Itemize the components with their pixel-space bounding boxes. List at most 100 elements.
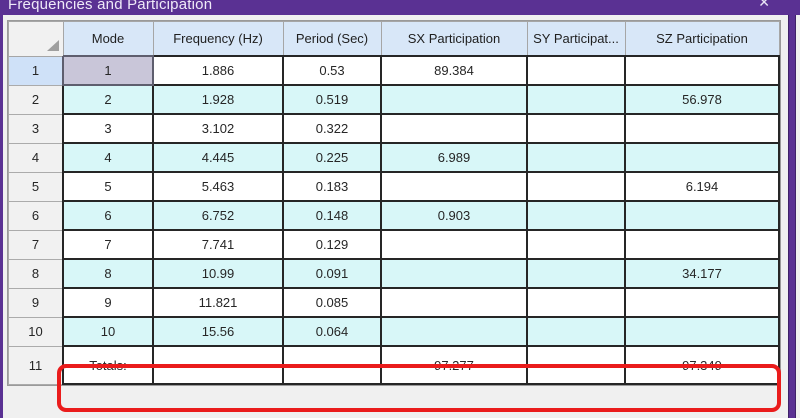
table-row: 3 3 3.102 0.322	[8, 113, 780, 144]
cell-sz-participation[interactable]	[624, 113, 780, 144]
cell-sz-participation[interactable]	[624, 55, 780, 86]
cell-mode[interactable]: 10	[62, 316, 154, 347]
cell-sz-participation[interactable]	[624, 142, 780, 173]
col-header-sy-participation[interactable]: SY Participat...	[526, 21, 626, 57]
col-header-mode[interactable]: Mode	[62, 21, 154, 57]
col-header-sx-participation[interactable]: SX Participation	[380, 21, 528, 57]
cell-period[interactable]: 0.129	[282, 229, 382, 260]
cell-mode[interactable]: 7	[62, 229, 154, 260]
cell-mode[interactable]: 9	[62, 287, 154, 318]
cell-sy-participation[interactable]	[526, 84, 626, 115]
close-icon[interactable]: ✕	[758, 0, 770, 10]
cell-sy-participation[interactable]	[526, 287, 626, 318]
cell-period[interactable]: 0.53	[282, 55, 382, 86]
cell-period[interactable]: 0.225	[282, 142, 382, 173]
cell-period[interactable]: 0.064	[282, 316, 382, 347]
cell-sx-participation[interactable]	[380, 171, 528, 202]
cell-sz-participation[interactable]	[624, 287, 780, 318]
row-header[interactable]: 8	[8, 258, 64, 289]
frequencies-grid: Mode Frequency (Hz) Period (Sec) SX Part…	[7, 20, 781, 386]
cell-sx-participation[interactable]: 6.989	[380, 142, 528, 173]
cell-sy-participation[interactable]	[526, 55, 626, 86]
cell-sx-participation[interactable]: 89.384	[380, 55, 528, 86]
cell-sz-participation[interactable]: 97.349	[624, 345, 780, 385]
table-row: 2 2 1.928 0.519 56.978	[8, 84, 780, 115]
cell-sy-participation[interactable]	[526, 258, 626, 289]
row-header[interactable]: 4	[8, 142, 64, 173]
cell-mode[interactable]: 1	[62, 55, 154, 86]
table-row: 6 6 6.752 0.148 0.903	[8, 200, 780, 231]
table-row: 11 Totals: 97.277 97.349	[8, 345, 780, 385]
cell-sy-participation[interactable]	[526, 316, 626, 347]
cell-sy-participation[interactable]	[526, 229, 626, 260]
cell-frequency[interactable]: 4.445	[152, 142, 284, 173]
cell-sy-participation[interactable]	[526, 200, 626, 231]
cell-sy-participation[interactable]	[526, 171, 626, 202]
cell-sy-participation[interactable]	[526, 345, 626, 385]
cell-sz-participation[interactable]	[624, 229, 780, 260]
window-title: Frequencies and Participation	[8, 0, 213, 13]
cell-sy-participation[interactable]	[526, 113, 626, 144]
table-row: 10 10 15.56 0.064	[8, 316, 780, 347]
cell-frequency[interactable]: 15.56	[152, 316, 284, 347]
cell-frequency[interactable]	[152, 345, 284, 385]
col-header-frequency[interactable]: Frequency (Hz)	[152, 21, 284, 57]
cell-sz-participation[interactable]	[624, 316, 780, 347]
cell-sx-participation[interactable]	[380, 316, 528, 347]
cell-period[interactable]: 0.091	[282, 258, 382, 289]
cell-frequency[interactable]: 7.741	[152, 229, 284, 260]
cell-sx-participation[interactable]	[380, 258, 528, 289]
row-header[interactable]: 10	[8, 316, 64, 347]
cell-sz-participation[interactable]: 34.177	[624, 258, 780, 289]
cell-period[interactable]: 0.519	[282, 84, 382, 115]
cell-sx-participation[interactable]	[380, 287, 528, 318]
cell-period[interactable]: 0.322	[282, 113, 382, 144]
row-header[interactable]: 7	[8, 229, 64, 260]
cell-mode[interactable]: 6	[62, 200, 154, 231]
table-row: 5 5 5.463 0.183 6.194	[8, 171, 780, 202]
cell-mode[interactable]: 4	[62, 142, 154, 173]
cell-sx-participation[interactable]	[380, 229, 528, 260]
cell-sz-participation[interactable]: 6.194	[624, 171, 780, 202]
row-header[interactable]: 3	[8, 113, 64, 144]
cell-sx-participation[interactable]	[380, 84, 528, 115]
cell-frequency[interactable]: 1.928	[152, 84, 284, 115]
row-header[interactable]: 5	[8, 171, 64, 202]
cell-sy-participation[interactable]	[526, 142, 626, 173]
cell-mode[interactable]: 2	[62, 84, 154, 115]
row-header[interactable]: 1	[8, 55, 64, 86]
table-row: 9 9 11.821 0.085	[8, 287, 780, 318]
select-all-corner[interactable]	[8, 21, 64, 57]
col-header-sz-participation[interactable]: SZ Participation	[624, 21, 780, 57]
frequencies-table: Mode Frequency (Hz) Period (Sec) SX Part…	[8, 21, 780, 385]
row-header[interactable]: 6	[8, 200, 64, 231]
cell-mode[interactable]: 8	[62, 258, 154, 289]
cell-frequency[interactable]: 10.99	[152, 258, 284, 289]
header-row: Mode Frequency (Hz) Period (Sec) SX Part…	[8, 21, 780, 57]
window-border-left	[0, 0, 3, 418]
cell-sx-participation[interactable]: 0.903	[380, 200, 528, 231]
cell-sx-participation[interactable]: 97.277	[380, 345, 528, 385]
cell-sz-participation[interactable]: 56.978	[624, 84, 780, 115]
table-row: 8 8 10.99 0.091 34.177	[8, 258, 780, 289]
cell-period[interactable]: 0.183	[282, 171, 382, 202]
cell-frequency[interactable]: 1.886	[152, 55, 284, 86]
cell-mode[interactable]: 3	[62, 113, 154, 144]
col-header-period[interactable]: Period (Sec)	[282, 21, 382, 57]
cell-mode[interactable]: Totals:	[62, 345, 154, 385]
row-header[interactable]: 11	[8, 345, 64, 385]
cell-mode[interactable]: 5	[62, 171, 154, 202]
cell-sx-participation[interactable]	[380, 113, 528, 144]
row-header[interactable]: 9	[8, 287, 64, 318]
row-header[interactable]: 2	[8, 84, 64, 115]
cell-frequency[interactable]: 11.821	[152, 287, 284, 318]
cell-frequency[interactable]: 6.752	[152, 200, 284, 231]
cell-period[interactable]	[282, 345, 382, 385]
cell-period[interactable]: 0.085	[282, 287, 382, 318]
cell-period[interactable]: 0.148	[282, 200, 382, 231]
cell-sz-participation[interactable]	[624, 200, 780, 231]
table-row: 1 1 1.886 0.53 89.384	[8, 55, 780, 86]
cell-frequency[interactable]: 3.102	[152, 113, 284, 144]
grid-body: 1 1 1.886 0.53 89.384 2 2 1.928 0.519 56…	[8, 55, 780, 385]
cell-frequency[interactable]: 5.463	[152, 171, 284, 202]
